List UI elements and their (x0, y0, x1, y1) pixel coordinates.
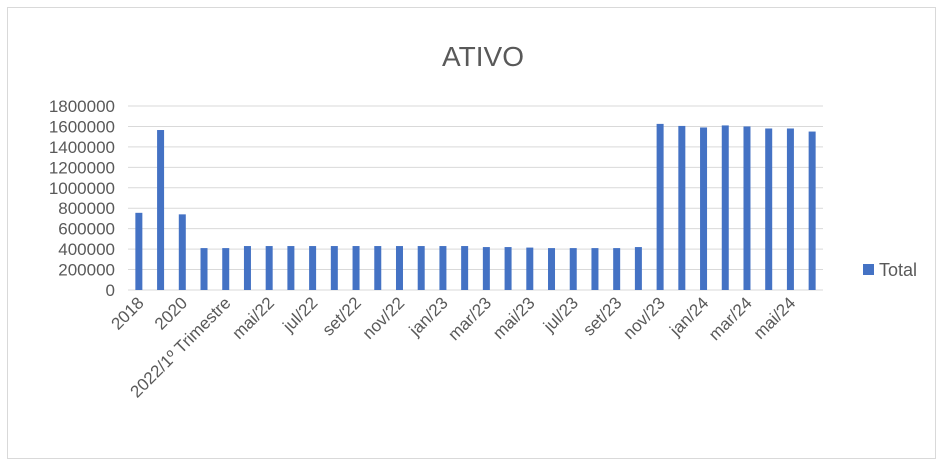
bar-set/23 (613, 248, 621, 290)
y-tick-label: 1600000 (49, 117, 115, 136)
bar-mar/23 (482, 247, 490, 290)
bar-2022/1º Trimestre (222, 248, 230, 290)
y-tick-label: 400000 (58, 240, 115, 259)
bar-jun/24 (808, 131, 816, 290)
x-tick-label: jan/23 (405, 293, 452, 340)
bar-mai/24 (786, 128, 794, 290)
chart-title: ATIVO (442, 41, 524, 72)
y-tick-label: 800000 (58, 199, 115, 218)
bar-jul/22 (309, 246, 317, 290)
y-tick-label: 1200000 (49, 158, 115, 177)
bar-nov/22 (395, 246, 403, 290)
bar-jun/23 (548, 248, 556, 290)
bar-abr/24 (765, 128, 773, 290)
y-axis-ticks: 0200000400000600000800000100000012000001… (49, 97, 115, 300)
bar-out/22 (374, 246, 382, 290)
y-tick-label: 0 (106, 281, 115, 300)
x-tick-label: mar/24 (705, 293, 756, 344)
x-tick-label: 2020 (151, 293, 191, 333)
bar-jul/23 (569, 248, 577, 290)
bar-jun/22 (287, 246, 295, 290)
x-tick-label: nov/23 (619, 293, 669, 343)
x-tick-label: nov/22 (359, 293, 409, 343)
bar-2022/2º Trimestre (243, 246, 251, 290)
legend-label: Total (879, 260, 917, 280)
bar-fev/24 (721, 125, 729, 290)
y-tick-label: 600000 (58, 220, 115, 239)
y-tick-label: 1800000 (49, 97, 115, 116)
x-tick-label: jul/22 (279, 293, 322, 336)
bars (135, 123, 816, 290)
bar-mai/23 (526, 247, 534, 290)
bar-2019 (157, 130, 165, 290)
bar-dez/22 (417, 246, 425, 290)
bar-jan/24 (700, 127, 708, 290)
x-tick-label: jan/24 (665, 293, 712, 340)
bar-dez/23 (678, 125, 686, 290)
chart-area: ATIVO 0 200000 400000 600000 800000 1000000 12… (7, 7, 936, 459)
x-tick-label: jul/23 (539, 293, 582, 336)
bar-ago/22 (330, 246, 338, 290)
bar-2020 (178, 214, 186, 290)
bar-set/22 (352, 246, 360, 290)
legend-swatch (863, 264, 874, 275)
x-tick-label: mai/23 (489, 293, 539, 343)
x-tick-label: mar/23 (444, 293, 495, 344)
bar-out/23 (634, 247, 642, 290)
bar-jan/23 (439, 246, 447, 290)
y-tick-label: 200000 (58, 261, 115, 280)
x-tick-label: mai/22 (228, 293, 278, 343)
bar-ago/23 (591, 248, 599, 290)
x-tick-label: mai/24 (750, 293, 800, 343)
bar-nov/23 (656, 123, 664, 290)
gridlines (128, 105, 823, 291)
legend: Total (863, 260, 917, 280)
bar-2018 (135, 212, 143, 290)
bar-fev/23 (461, 246, 469, 290)
bar-abr/23 (504, 247, 512, 290)
y-tick-label: 1000000 (49, 179, 115, 198)
bar-mar/24 (743, 126, 751, 290)
y-tick-label: 1400000 (49, 138, 115, 157)
x-tick-label: set/23 (579, 293, 625, 339)
x-tick-label: set/22 (319, 293, 365, 339)
bar-mai/22 (265, 246, 273, 290)
bar-2021 (200, 248, 208, 290)
